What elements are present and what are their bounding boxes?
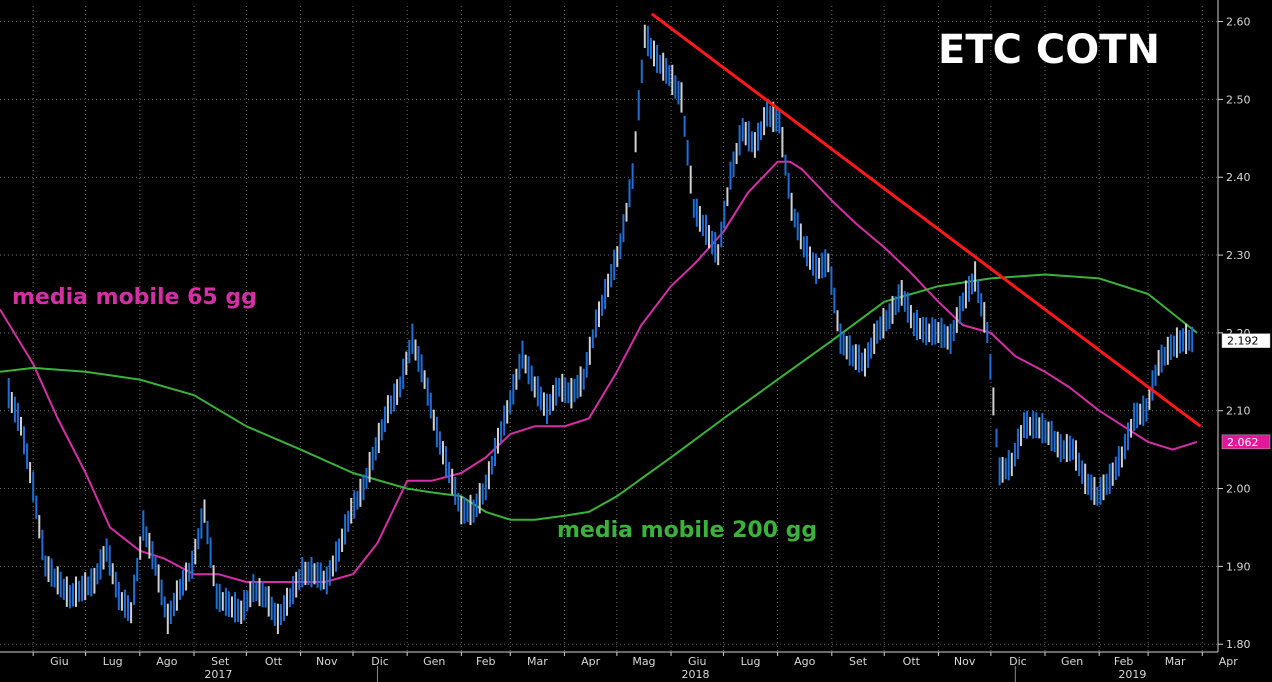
series-line-trend	[650, 12, 1202, 428]
trend-line-layer	[650, 12, 1202, 428]
year-label: 2017	[204, 668, 232, 681]
annotation-ma65: media mobile 65 gg	[12, 285, 257, 310]
annotation-ma200: media mobile 200 gg	[557, 518, 817, 543]
x-tick-label: Feb	[1114, 655, 1133, 668]
last-value-label: 2.062	[1227, 436, 1259, 449]
last-value-tag: 2.062	[1221, 434, 1271, 450]
x-tick-label: Ott	[265, 655, 283, 668]
year-label: 2019	[1118, 668, 1146, 681]
series-line-ma65	[0, 160, 1198, 583]
last-value-tags: 2.192 2.062	[1221, 333, 1271, 450]
last-value-box	[1221, 333, 1271, 348]
x-tick-label: Mar	[527, 655, 548, 668]
x-tick-label: Nov	[954, 655, 976, 668]
grid	[0, 6, 1218, 652]
x-axis-ticks: Giu Lug Ago Set Ott Nov Dic Gen Feb Mar Apr Mag Giu L…	[32, 652, 1239, 668]
y-tick-label: 1.90	[1226, 560, 1251, 573]
last-value-box	[1221, 434, 1271, 450]
y-tick-label: 2.60	[1226, 16, 1251, 29]
x-tick-label: Nov	[316, 655, 338, 668]
x-tick-label: Lug	[741, 655, 761, 668]
y-tick-label: 1.80	[1226, 638, 1251, 651]
chart-title: ETC COTN	[938, 27, 1160, 73]
year-labels: 2017 2018 2019	[204, 666, 1146, 682]
axes	[0, 0, 1219, 653]
year-label: 2018	[682, 668, 710, 681]
x-tick-label: Lug	[103, 655, 123, 668]
x-tick-label: Set	[849, 655, 868, 668]
series-line-ma200	[0, 273, 1198, 521]
moving-average-lines	[0, 160, 1198, 583]
y-tick-label: 2.40	[1226, 171, 1251, 184]
y-tick-label: 2.50	[1226, 93, 1251, 106]
last-value-label: 2.192	[1227, 335, 1259, 348]
y-axis-ticks: 2.602.502.402.302.202.102.001.901.80	[1218, 16, 1251, 651]
y-tick-label: 2.10	[1226, 405, 1251, 418]
y-tick-label: 2.00	[1226, 483, 1251, 496]
x-tick-label: Dic	[1009, 655, 1027, 668]
x-tick-label: Gen	[423, 655, 445, 668]
x-tick-label: Gen	[1061, 655, 1083, 668]
x-tick-label: Ago	[794, 655, 816, 668]
x-tick-label: Mag	[632, 655, 655, 668]
x-tick-label: Ago	[156, 655, 178, 668]
x-tick-label: Apr	[581, 655, 601, 668]
last-value-tag: 2.192	[1221, 333, 1271, 348]
plot-background	[0, 0, 1220, 652]
x-tick-label: Feb	[476, 655, 495, 668]
y-tick-label: 2.30	[1226, 249, 1251, 262]
x-tick-label: Mar	[1165, 655, 1186, 668]
x-tick-label: Ott	[903, 655, 921, 668]
x-tick-label: Giu	[688, 655, 707, 668]
x-tick-label: Giu	[50, 655, 69, 668]
price-bars	[7, 24, 1194, 635]
x-tick-label: Set	[211, 655, 230, 668]
x-tick-label: Dic	[371, 655, 389, 668]
x-tick-label: Apr	[1219, 655, 1239, 668]
